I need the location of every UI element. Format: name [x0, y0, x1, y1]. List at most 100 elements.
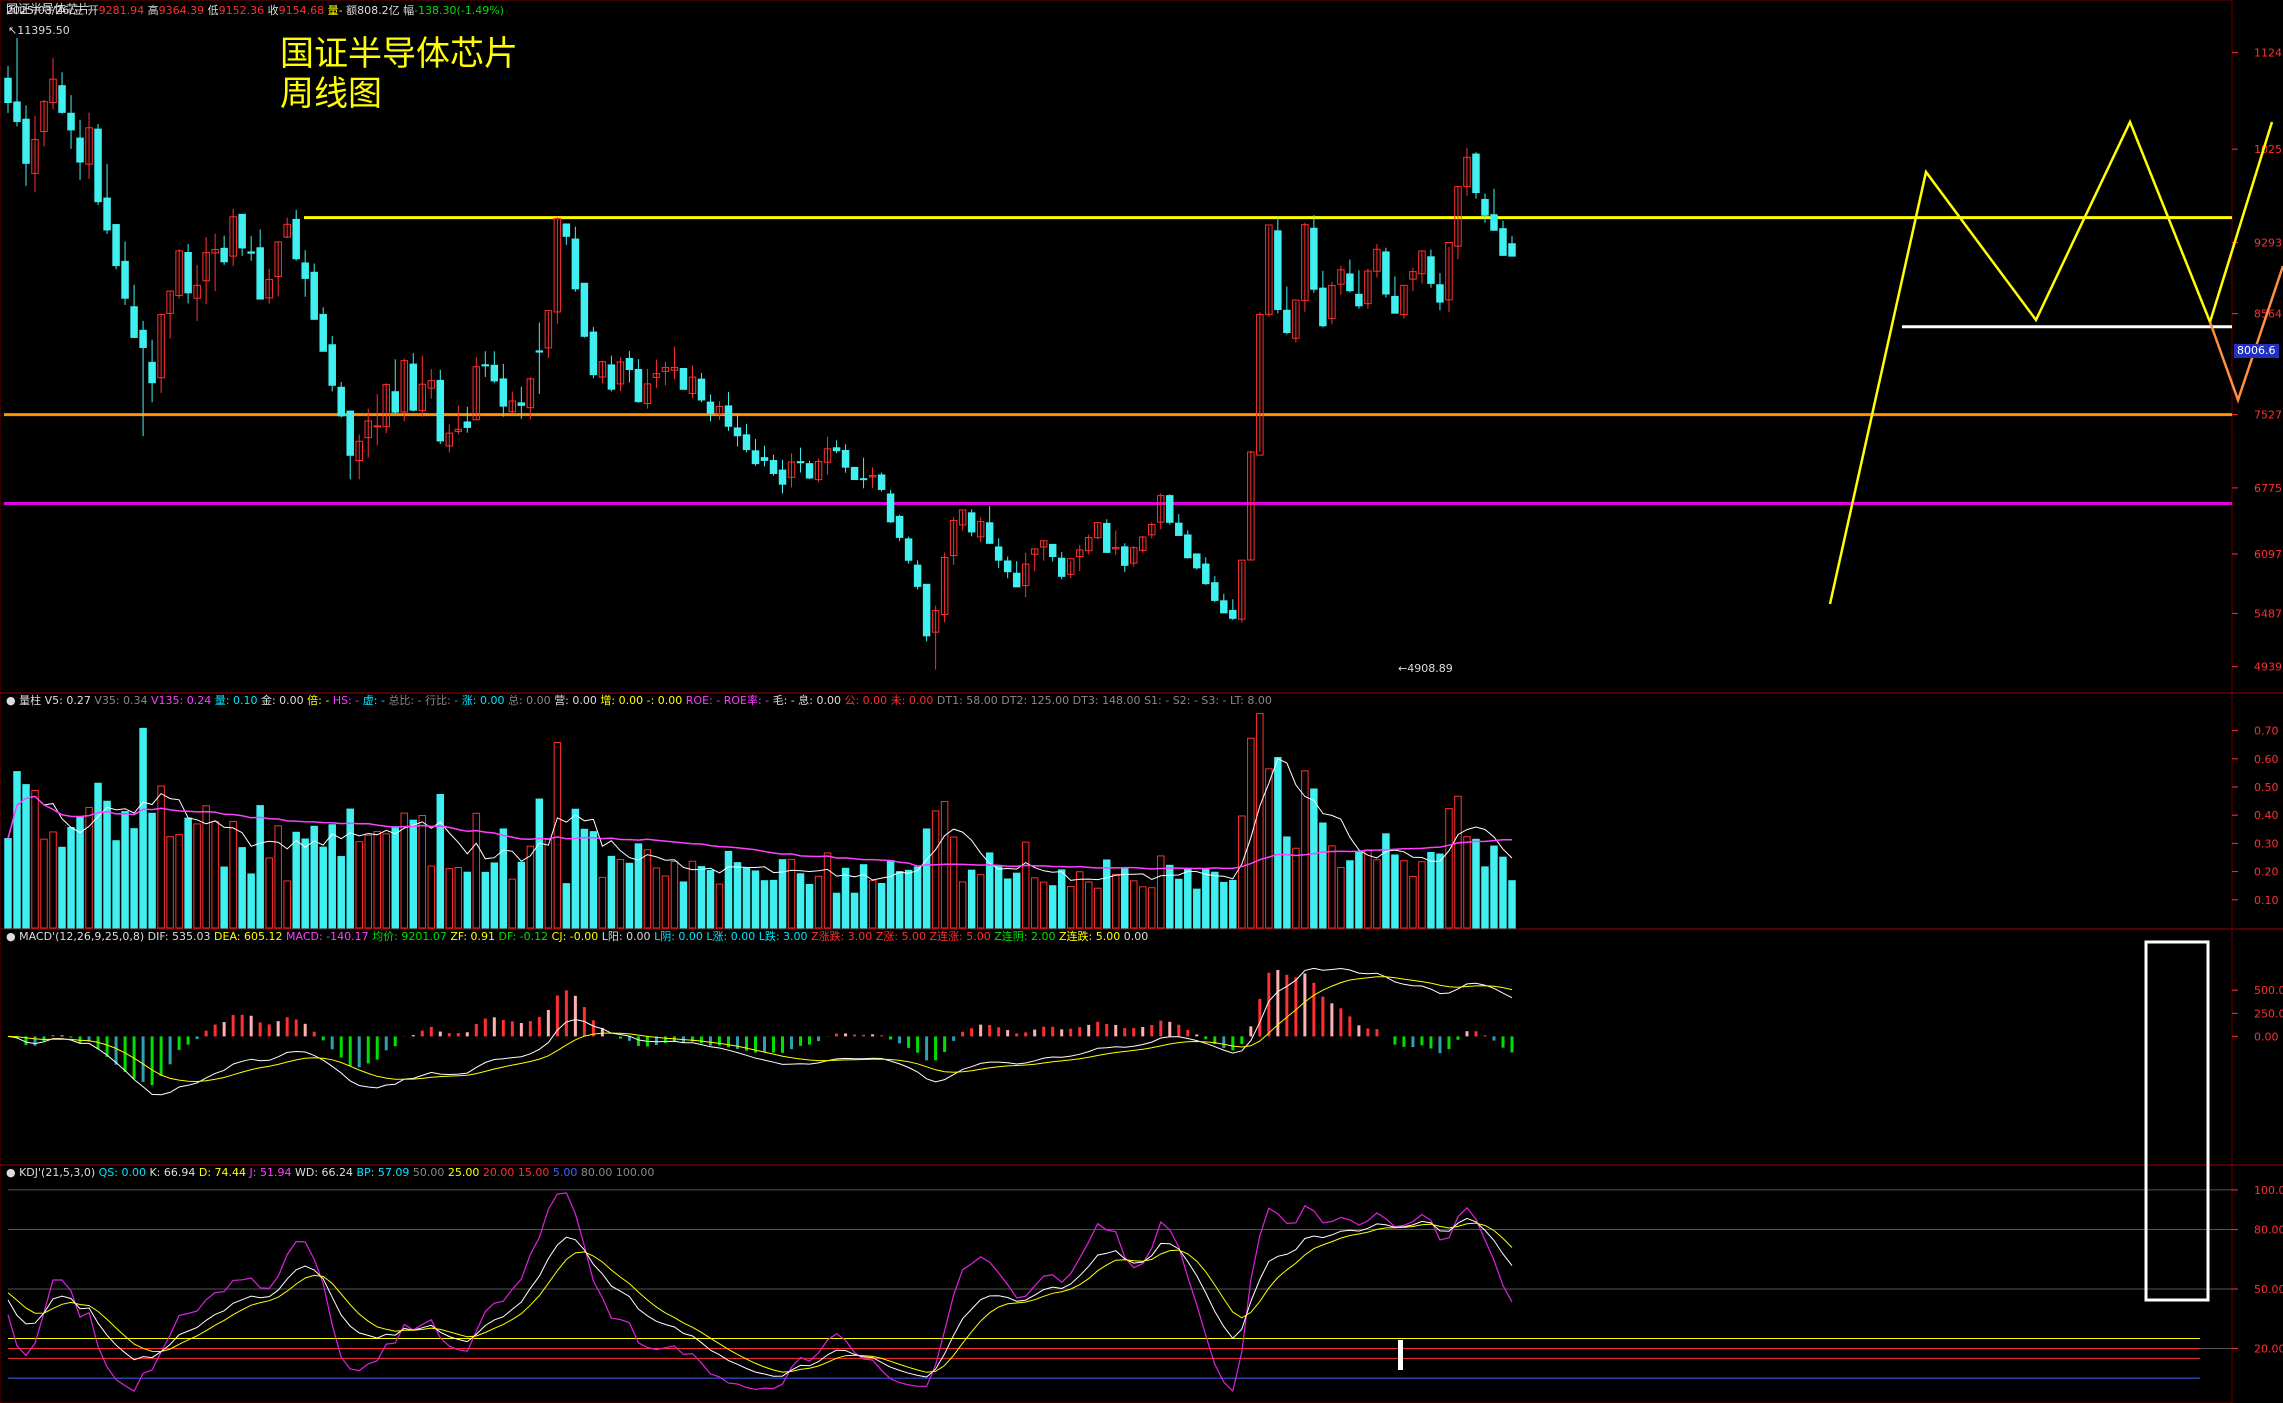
- candle: [391, 391, 399, 413]
- candle: [508, 400, 517, 413]
- candle: [643, 383, 652, 404]
- candle: [517, 402, 526, 406]
- candle: [1093, 522, 1102, 539]
- volume-bar: [1463, 836, 1471, 929]
- candle: [175, 250, 183, 296]
- volume-bar: [337, 856, 345, 929]
- candle: [634, 368, 643, 403]
- kdj-marker: [1398, 1340, 1403, 1370]
- candle: [1048, 543, 1057, 557]
- macd-tick-label: 250.00: [2254, 1007, 2283, 1020]
- volume-bar: [1256, 713, 1264, 929]
- candle: [1337, 269, 1345, 285]
- volume-bar: [508, 878, 517, 929]
- candle: [1075, 549, 1084, 558]
- volume-bar: [373, 830, 381, 929]
- candle: [1157, 495, 1165, 523]
- vol-value: -: [338, 4, 343, 17]
- volume-bar: [580, 828, 589, 929]
- volume-bar: [1229, 879, 1237, 929]
- volume-bar: [238, 847, 246, 929]
- candle: [130, 306, 138, 338]
- volume-bar: [382, 833, 390, 929]
- candle: [958, 509, 967, 526]
- macd-indicator: Z连跌: 5.00: [1058, 930, 1124, 943]
- volume-indicator: DT3: 148.00: [1072, 694, 1145, 707]
- current-price-tag: 8006.6: [2234, 344, 2279, 358]
- volume-bar: [454, 867, 463, 929]
- volume-bar: [445, 868, 454, 929]
- candle: [1121, 546, 1129, 566]
- volume-bar: [490, 862, 499, 929]
- volume-bar: [850, 892, 859, 929]
- close-label: 收: [267, 4, 279, 17]
- volume-bar: [1193, 888, 1201, 929]
- volume-bar: [535, 798, 544, 929]
- price-tick-label: 5487: [2254, 607, 2282, 620]
- candle: [328, 344, 336, 386]
- volume-indicator: 倍: -: [307, 694, 333, 707]
- macd-panel: [7, 967, 1514, 1096]
- annotation-line1: 国证半导体芯片: [280, 34, 518, 74]
- candle: [1373, 248, 1381, 272]
- volume-bar: [67, 827, 75, 929]
- volume-bar: [346, 808, 354, 929]
- candle: [454, 428, 463, 432]
- candle: [364, 420, 372, 439]
- change-value: -138.30(-1.49%): [414, 4, 505, 17]
- volume-indicator: 涨: 0.00: [461, 694, 508, 707]
- candle: [1328, 285, 1336, 319]
- candle: [661, 367, 670, 372]
- macd-indicator: ZF: 0.91: [450, 930, 499, 943]
- candle: [103, 197, 111, 231]
- volume-bar: [22, 784, 30, 929]
- volume-bar: [1364, 849, 1372, 929]
- candle: [1418, 250, 1426, 275]
- macd-indicator: L跌: 3.00: [758, 930, 812, 943]
- volume-bar: [1121, 867, 1129, 929]
- candle: [1481, 198, 1489, 216]
- volume-bar: [553, 741, 562, 929]
- volume-bar: [859, 864, 868, 929]
- candle: [166, 290, 174, 314]
- kdj-indicator: 15.00: [517, 1166, 553, 1179]
- candle: [13, 101, 21, 123]
- candle: [670, 366, 679, 371]
- volume-indicator: V135: 0.24: [151, 694, 215, 707]
- volume-indicator: 增: 0.00: [600, 694, 647, 707]
- volume-bar: [742, 867, 751, 929]
- candle: [1256, 313, 1264, 456]
- volume-bar: [1247, 737, 1255, 929]
- volume-bar: [4, 838, 12, 929]
- price-tick-label: 6775: [2254, 482, 2282, 495]
- candle: [1346, 273, 1354, 292]
- candle: [778, 469, 787, 485]
- volume-bar: [697, 866, 706, 929]
- dea-line: [7, 976, 1513, 1083]
- candle: [1454, 186, 1462, 247]
- volume-bar: [1508, 880, 1516, 929]
- macd-indicator: MACD: -140.17: [286, 930, 373, 943]
- volume-bar: [544, 838, 553, 929]
- low-value: 9152.36: [218, 4, 265, 17]
- volume-bar: [1328, 845, 1336, 929]
- macd-indicator: L阴: 0.00: [654, 930, 707, 943]
- volume-bar: [1490, 845, 1498, 929]
- candle: [1364, 270, 1372, 305]
- volume-bar: [175, 833, 183, 929]
- candle: [1409, 271, 1417, 280]
- macd-indicator: Z连涨: 5.00: [929, 930, 995, 943]
- volume-bar: [1445, 808, 1453, 929]
- candle: [67, 112, 75, 131]
- volume-bar: [1310, 788, 1318, 929]
- candle: [1220, 600, 1228, 614]
- candle: [598, 361, 607, 378]
- max-price-value: 11395.50: [17, 24, 70, 37]
- candle: [112, 224, 120, 267]
- candle: [652, 373, 661, 378]
- candle: [49, 78, 57, 104]
- volume-bar: [76, 816, 84, 929]
- candle: [976, 521, 985, 538]
- volume-bar: [1472, 838, 1480, 929]
